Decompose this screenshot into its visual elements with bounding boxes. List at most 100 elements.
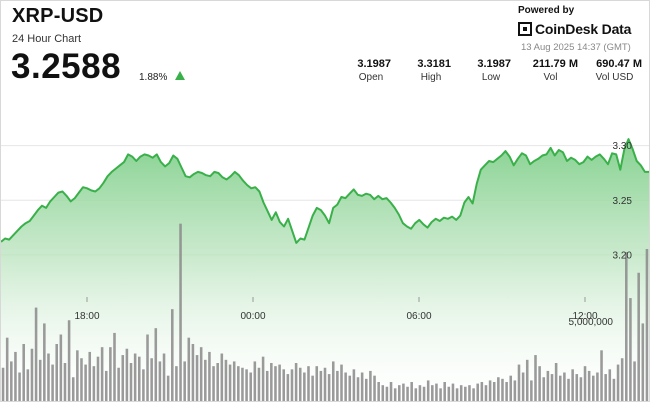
volume-bar [488,380,492,401]
volume-bar [521,372,525,401]
volume-bar [179,223,182,401]
volume-bar [294,363,298,401]
volume-bar [398,385,401,401]
volume-bar [472,388,475,401]
volume-bar [38,359,42,401]
volume-bar [274,366,277,401]
volume-bar [546,370,550,401]
volume-bar [113,332,116,401]
volume-bar [1,367,5,401]
volume-bar [443,382,446,401]
volume-bar [600,350,603,401]
volume-bar [232,361,236,401]
volume-bar [245,369,248,401]
powered-by-label: Powered by [518,5,575,16]
volume-bar [538,366,541,401]
volume-bar [278,364,281,401]
volume-bar [109,347,112,401]
volume-bar [303,372,306,401]
stat-label: Low [481,72,501,83]
x-tick-label: 18:00 [74,311,99,322]
volume-bar [154,328,158,401]
x-tick-label: 12:00 [572,311,597,322]
volume-bar [290,369,294,401]
stat-volume-usd: 690.47 M Vol USD [587,58,642,83]
volume-bar [587,370,591,401]
volume-bar [364,378,368,401]
volume-bar [43,323,46,401]
volume-bar [133,353,137,401]
volume-bar [641,323,645,401]
volume-bar [447,386,451,401]
volume-bar [220,353,224,401]
volume-bar [558,375,562,401]
volume-bar [47,353,50,401]
volume-bar [71,377,75,401]
volume-bar [253,361,257,401]
volume-bar [166,375,170,401]
volume-bar [10,361,13,401]
volume-bar [530,380,533,401]
price-area [1,139,649,401]
volume-bar [5,337,9,401]
stat-value: 3.1987 [477,58,511,70]
volume-bar [637,272,640,401]
volume-bar [402,383,405,401]
volume-bar [369,370,372,401]
volume-bar [286,374,290,401]
volume-bar [104,370,108,401]
brand-logo: CoinDesk Data [518,19,631,39]
volume-bar [336,370,339,401]
volume-bar [96,356,100,401]
volume-bar [224,359,228,401]
x-tick-label: 06:00 [406,311,431,322]
volume-bar [616,364,620,401]
volume-bar [80,358,83,401]
volume-bar [282,369,286,401]
y-tick-label: 3.25 [613,196,633,207]
volume-bar [331,361,335,401]
timestamp: 13 Aug 2025 14:37 (GMT) [521,42,631,53]
volume-bar [34,307,38,401]
volume-bar [195,355,199,401]
stat-label: Vol USD [595,72,634,83]
volume-bar [323,367,327,401]
volume-bar [340,364,343,401]
volume-bar [608,369,612,401]
volume-bar [534,355,537,401]
volume-bar [18,372,21,401]
volume-bar [76,350,79,401]
volume-bar [55,344,58,401]
volume-bar [237,366,240,401]
y-tick-label: 3.20 [613,250,633,261]
volume-bar [208,351,211,401]
volume-bar [476,383,479,401]
volume-bar [150,358,153,401]
volume-bar [422,386,426,401]
volume-bar [464,386,467,401]
stat-label: High [420,72,442,83]
volume-bar [629,298,632,401]
volume-bar [204,359,207,401]
volume-bar [625,252,628,401]
volume-bar [501,378,504,401]
volume-bar [435,383,438,401]
volume-bar [327,374,331,401]
volume-bar [426,380,430,401]
volume-bar [26,369,30,401]
volume-bar [571,369,574,401]
volume-bar [249,372,252,401]
volume-tick-label: 5,000,000 [569,317,614,328]
volume-bar [241,367,244,401]
volume-bar [525,359,529,401]
volume-bar [307,366,310,401]
volume-bar [216,363,219,401]
volume-bar [406,386,409,401]
volume-bar [121,355,125,401]
x-tick-label: 00:00 [240,311,265,322]
volume-bar [348,375,352,401]
volume-bar [620,358,624,401]
volume-bar [319,370,323,401]
